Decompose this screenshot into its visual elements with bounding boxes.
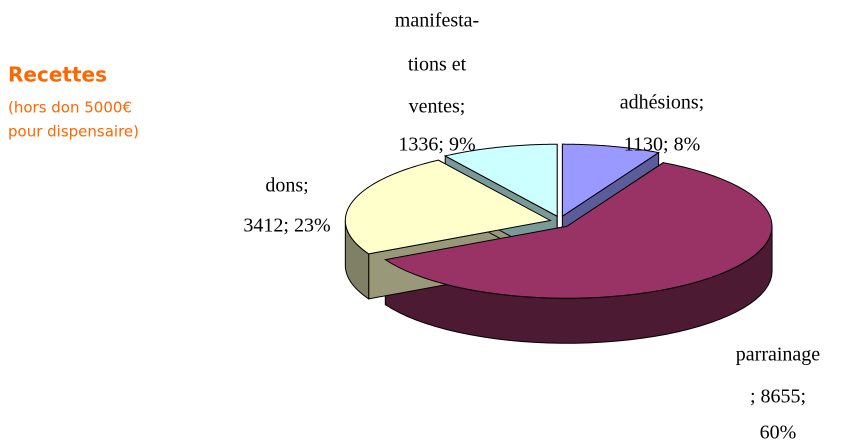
data-label: 1336; 9% xyxy=(398,134,475,156)
slice xyxy=(561,143,660,218)
data-label: tions et xyxy=(408,54,467,76)
slice xyxy=(384,162,773,299)
chart-subtitle: pour dispensaire) xyxy=(8,123,139,141)
data-label: 1130; 8% xyxy=(624,134,700,156)
data-label: 60% xyxy=(760,422,797,443)
slice xyxy=(443,143,558,218)
chart-subtitle: (hors don 5000€ xyxy=(8,99,132,117)
slice xyxy=(344,159,552,255)
chart-title: Recettes xyxy=(8,63,107,87)
data-label: ; 8655; xyxy=(750,386,806,408)
data-label: ventes; xyxy=(409,96,466,118)
data-label: parrainage xyxy=(736,344,821,366)
data-label: dons; xyxy=(265,175,308,197)
data-label: adhésions; xyxy=(620,92,704,114)
data-label: manifesta- xyxy=(395,10,479,32)
data-label: 3412; 23% xyxy=(243,215,330,237)
